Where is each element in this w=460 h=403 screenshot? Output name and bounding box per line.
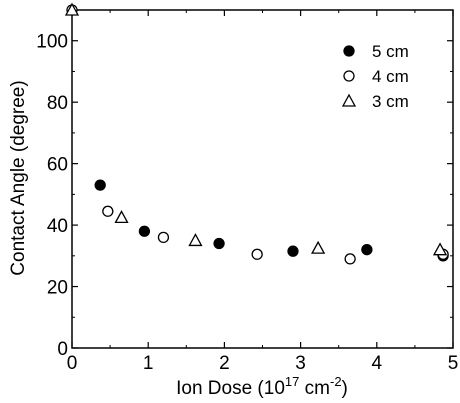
legend-marker-filled-circle: [343, 45, 355, 57]
point-5cm: [213, 237, 225, 250]
y-tick-label: 80: [47, 93, 68, 114]
y-axis-label: Contact Angle (degree): [8, 80, 29, 275]
x-tick-label: 3: [295, 353, 306, 374]
legend-marker-open-circle: [343, 70, 355, 82]
point-4cm: [157, 231, 170, 244]
x-tick-label: 0: [67, 353, 78, 374]
tick-marks: [71, 9, 454, 349]
data-points: [64, 2, 449, 265]
point-3cm: [188, 233, 203, 247]
x-axis-label: Ion Dose (1017 cm-2): [176, 374, 348, 399]
x-axis-label-exponent-2: -2: [330, 374, 342, 389]
point-3cm: [432, 242, 448, 256]
y-tick-label: 40: [47, 216, 68, 237]
point-5cm: [94, 179, 106, 191]
legend-marker-open-triangle: [341, 93, 357, 107]
legend-item-5cm: 5 cm: [343, 42, 409, 61]
x-axis-label-exponent-1: 17: [285, 374, 299, 389]
y-tick-label: 20: [47, 278, 68, 299]
legend-item-4cm: 4 cm: [343, 67, 409, 86]
point-3cm: [114, 210, 129, 224]
point-3cm: [311, 240, 326, 254]
legend-label: 4 cm: [372, 67, 409, 86]
point-4cm: [251, 248, 263, 260]
legend: 5 cm 4 cm 3 cm: [341, 42, 409, 111]
x-tick-label: 4: [372, 353, 383, 374]
point-4cm: [344, 253, 356, 265]
y-tick-label: 60: [47, 155, 68, 176]
y-tick-label: 100: [36, 32, 68, 53]
legend-label: 5 cm: [372, 42, 409, 61]
point-5cm: [287, 245, 299, 257]
point-3cm: [64, 2, 80, 16]
x-tick-label: 1: [143, 353, 154, 374]
x-tick-label: 5: [448, 353, 459, 374]
point-5cm: [361, 244, 373, 256]
x-axis-label-unit: cm: [299, 378, 330, 399]
legend-item-3cm: 3 cm: [341, 92, 409, 111]
tick-labels: 0 1 2 3 4 5 0 20 40 60 80 100: [36, 32, 458, 374]
point-4cm: [102, 205, 114, 217]
y-tick-label: 0: [57, 339, 68, 360]
point-5cm: [138, 225, 151, 237]
legend-label: 3 cm: [372, 92, 409, 111]
x-axis-label-suffix: ): [342, 378, 348, 399]
x-tick-label: 2: [219, 353, 230, 374]
x-axis-label-prefix: Ion Dose (10: [176, 378, 285, 399]
